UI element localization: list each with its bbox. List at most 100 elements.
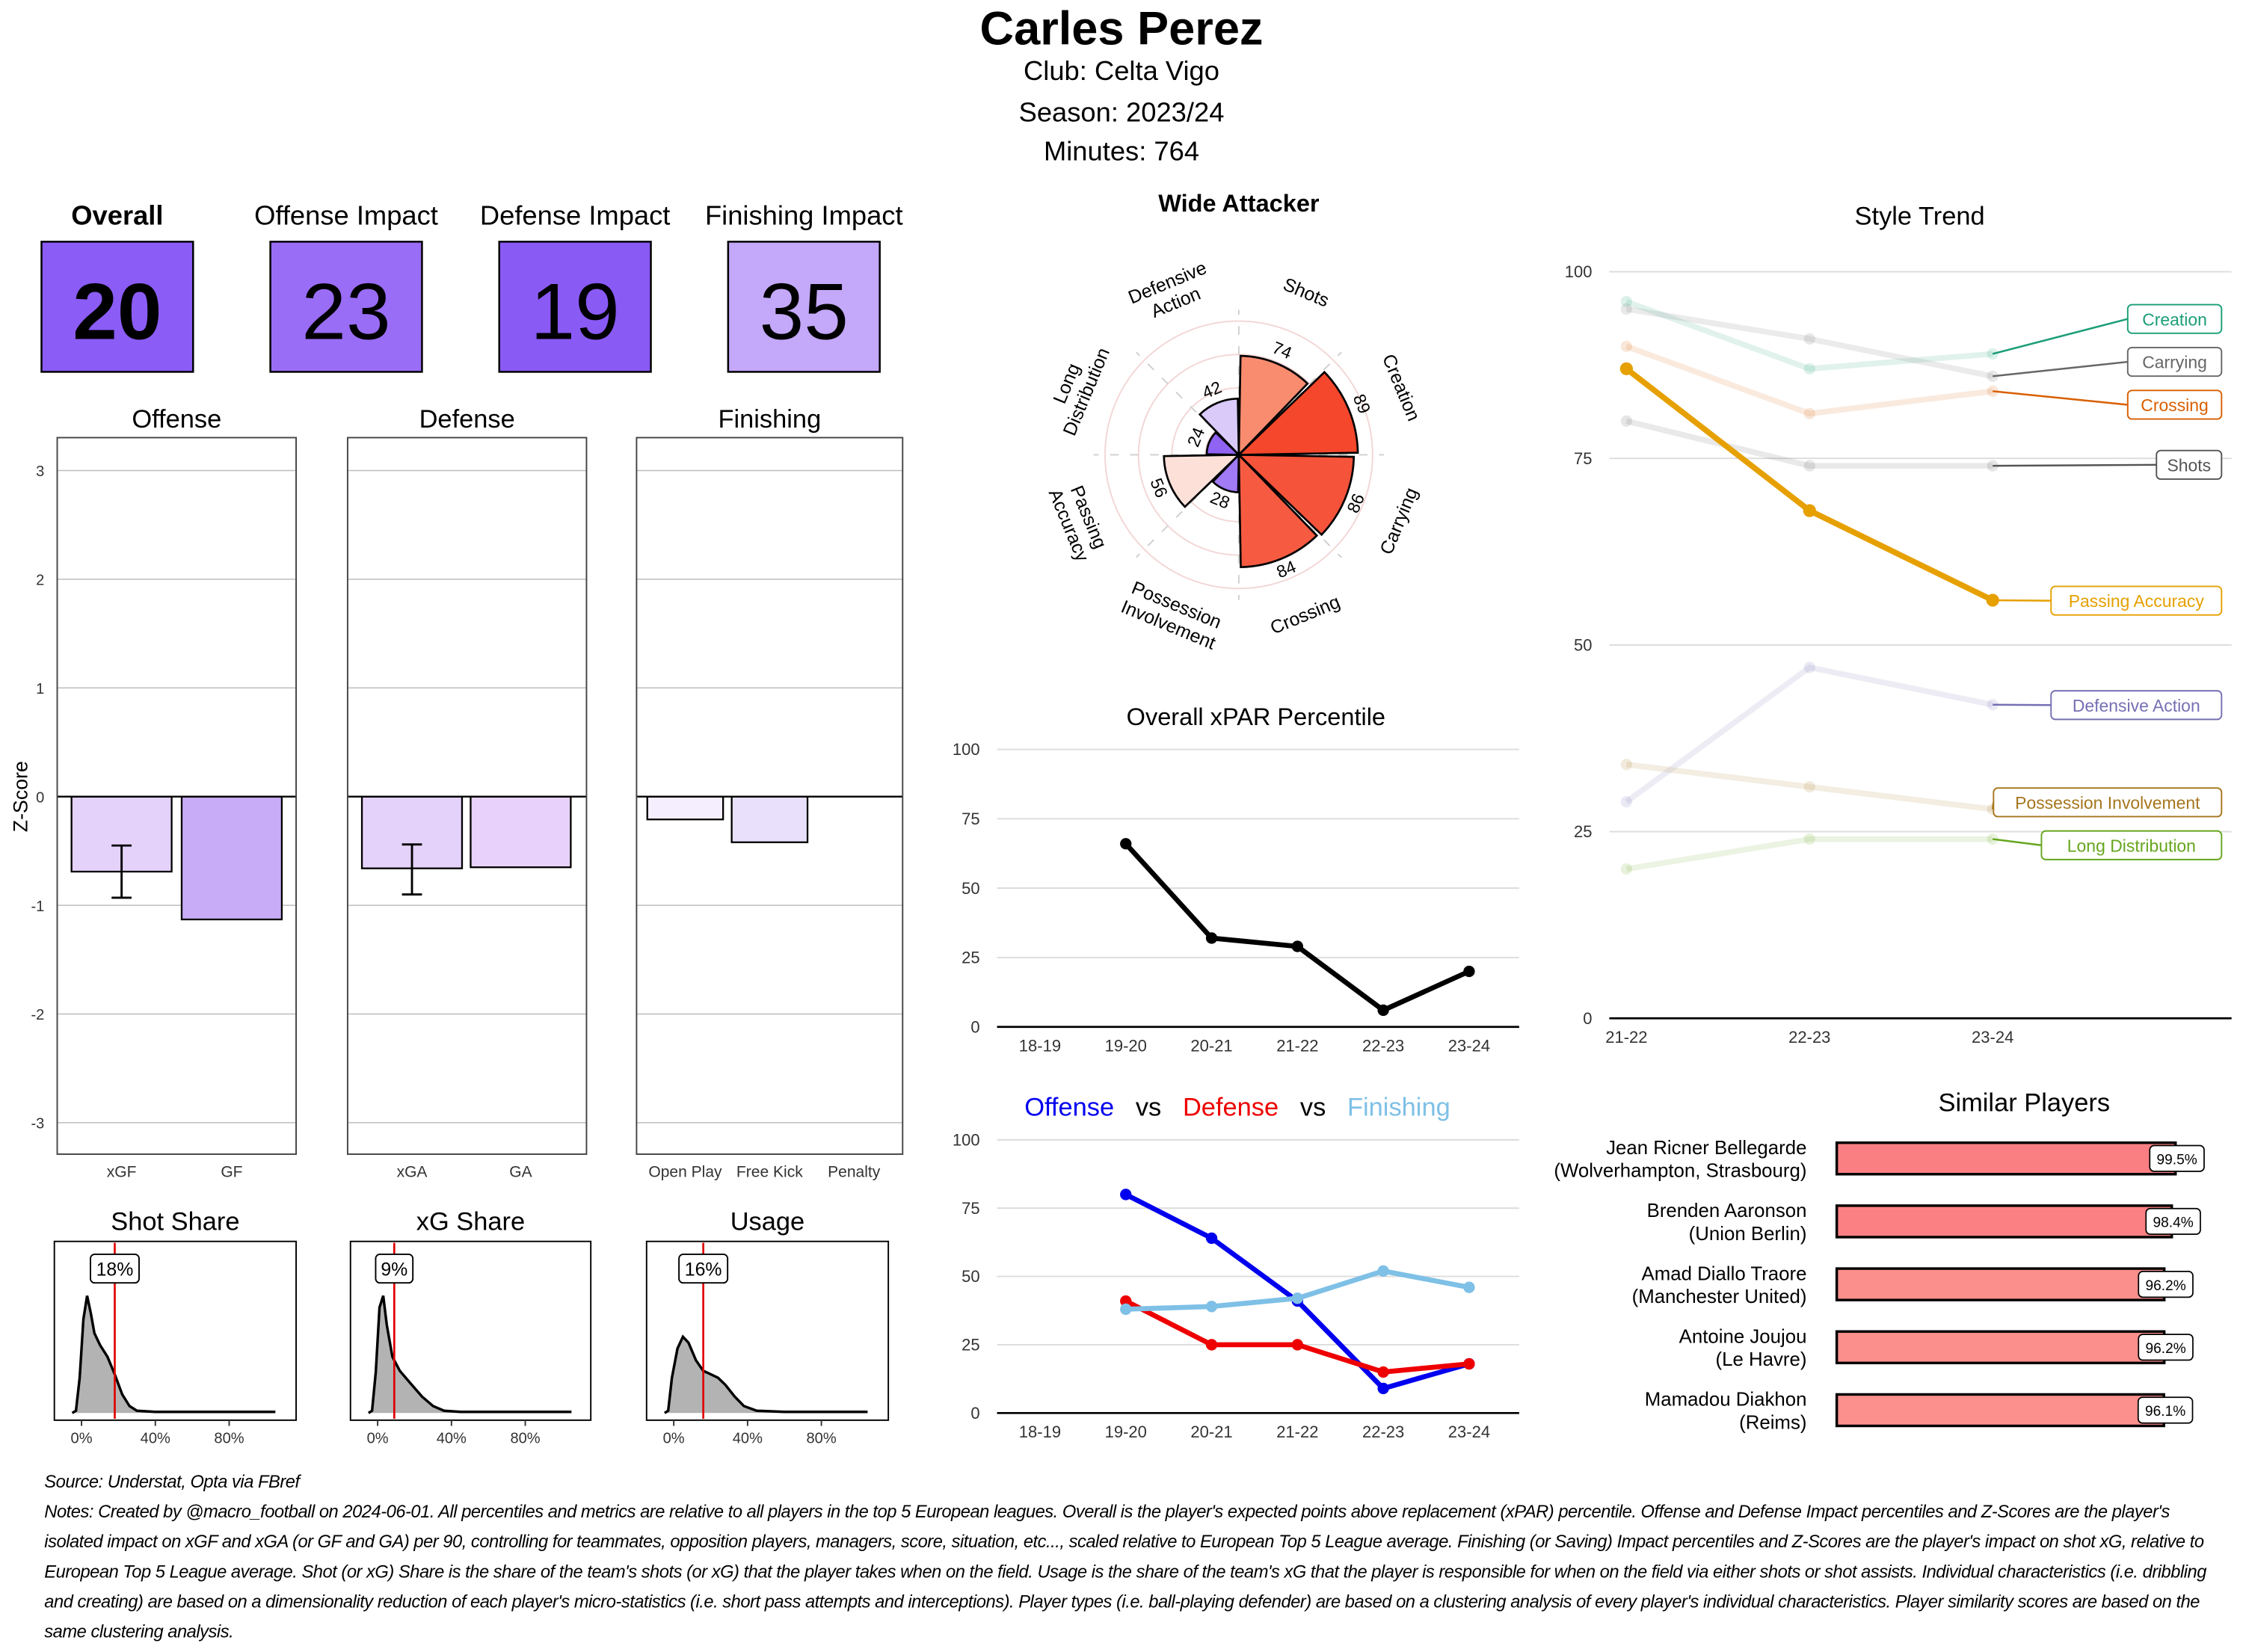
y-tick-label: 0 [36,789,44,806]
player-name: Mamadou Diakhon [1645,1390,1807,1411]
score-value: 19 [531,266,620,356]
y-tick-label: -3 [31,1116,44,1132]
panel-title: Offense [132,405,221,434]
data-point-defensive-action [1804,662,1815,673]
series-label-defensive-action: Defensive Action [2073,696,2200,715]
y-tick-label: -1 [31,899,44,915]
title-part-offense: Offense [1024,1093,1114,1121]
series-label-passing-accuracy: Passing Accuracy [2069,591,2205,611]
similarity-label: 98.4% [2153,1215,2194,1231]
data-point-defensive-action [1621,796,1632,807]
y-tick-label: 100 [953,1131,980,1150]
y-tick-label: 50 [961,1267,979,1286]
radar-category-label: Shots [1280,274,1332,311]
bar-free-kick [732,797,807,842]
y-tick-label: 3 [36,463,44,480]
y-tick-label: -2 [31,1007,44,1023]
similarity-label: 96.2% [2145,1341,2185,1357]
minutes-line: Minutes: 764 [1044,135,1199,166]
data-point-possession-involvement [1804,781,1815,792]
label-leader [1993,362,2128,376]
y-tick-label: 100 [1565,262,1593,281]
data-point-defense [1463,1358,1474,1369]
x-tick-label: Open Play [648,1164,722,1181]
radar-category-label: Carrying [1376,484,1422,558]
spacer [1279,1093,1300,1121]
season-line: Season: 2023/24 [1019,97,1225,128]
header: Carles Perez Club: Celta Vigo Season: 20… [980,2,1264,166]
y-tick-label: 75 [961,1199,979,1218]
radar-category-label: LongDistribution [1039,336,1114,439]
label-leader [1993,391,2128,404]
score-label: Defense Impact [480,200,671,230]
x-tick-label: 22-23 [1362,1036,1404,1055]
data-point-finishing [1463,1282,1474,1293]
y-axis-label: Z-Score [9,761,31,832]
y-tick-label: 50 [1574,636,1592,655]
radar-value-label: 89 [1350,391,1375,416]
radar-category-label: DefensiveAction [1125,257,1218,328]
data-point-carrying [1804,333,1815,345]
data-point-defense [1377,1366,1388,1378]
y-tick-label: 75 [1574,449,1592,468]
series-label-long-distribution: Long Distribution [2067,836,2196,855]
similarity-label: 96.2% [2145,1278,2185,1294]
source-text: Source: Understat, Opta via FBref [44,1467,2218,1497]
series-label-crossing: Crossing [2141,395,2209,415]
x-tick-label: 80% [510,1430,540,1446]
data-point-passing-accuracy [1620,363,1633,375]
title-part-defense: Defense [1183,1093,1279,1121]
panel-title: Defense [419,405,515,434]
data-point-offense [1206,1233,1217,1244]
similarity-bar [1837,1143,2176,1174]
x-tick-label: 0% [663,1430,685,1446]
data-point-finishing [1292,1292,1303,1304]
chart-title: Wide Attacker [1158,190,1320,217]
value-label: 18% [96,1260,134,1280]
bar-open-play [647,797,723,820]
x-tick-label: 80% [214,1430,244,1446]
x-tick-label: 21-22 [1276,1423,1318,1441]
panel-title: Usage [730,1207,805,1236]
density-area [369,1295,572,1413]
x-tick-label: 23-24 [1972,1028,2013,1047]
series-label-carrying: Carrying [2142,353,2207,372]
score-label: Overall [71,200,163,230]
y-tick-label: 0 [970,1017,979,1036]
player-name: Antoine Joujou [1679,1327,1807,1348]
title-part-vs: vs [1300,1093,1326,1121]
x-tick-label: GA [509,1164,532,1181]
data-point-long-distribution [1804,833,1815,845]
spacer [1161,1093,1183,1121]
score-label: Finishing Impact [705,200,903,230]
radar-category-label: Crossing [1267,591,1343,638]
score-value: 35 [760,266,849,356]
label-leader [1993,319,2128,354]
series-label-shots: Shots [2167,455,2211,475]
series-label-possession-involvement: Possession Involvement [2015,793,2200,813]
data-point-offense [1377,1383,1388,1394]
data-point [1463,966,1474,977]
score-value: 20 [73,266,161,356]
footer: Source: Understat, Opta via FBref Notes:… [44,1467,2218,1648]
y-tick-label: 50 [961,879,979,898]
y-tick-label: 25 [961,1336,979,1354]
x-tick-label: 22-23 [1788,1028,1830,1047]
chart-title: Offense vs Defense vs Finishing [1024,1093,1450,1121]
data-point [1120,838,1131,849]
radar-category-label: Creation [1378,351,1424,425]
player-name: Carles Perez [980,2,1264,55]
value-label: 9% [381,1260,407,1280]
y-tick-label: 25 [961,949,979,967]
x-tick-label: 20-21 [1190,1423,1232,1441]
data-point [1206,932,1217,943]
data-point-carrying [1621,303,1632,315]
data-point-finishing [1377,1266,1388,1277]
x-tick-label: 20-21 [1190,1036,1232,1055]
